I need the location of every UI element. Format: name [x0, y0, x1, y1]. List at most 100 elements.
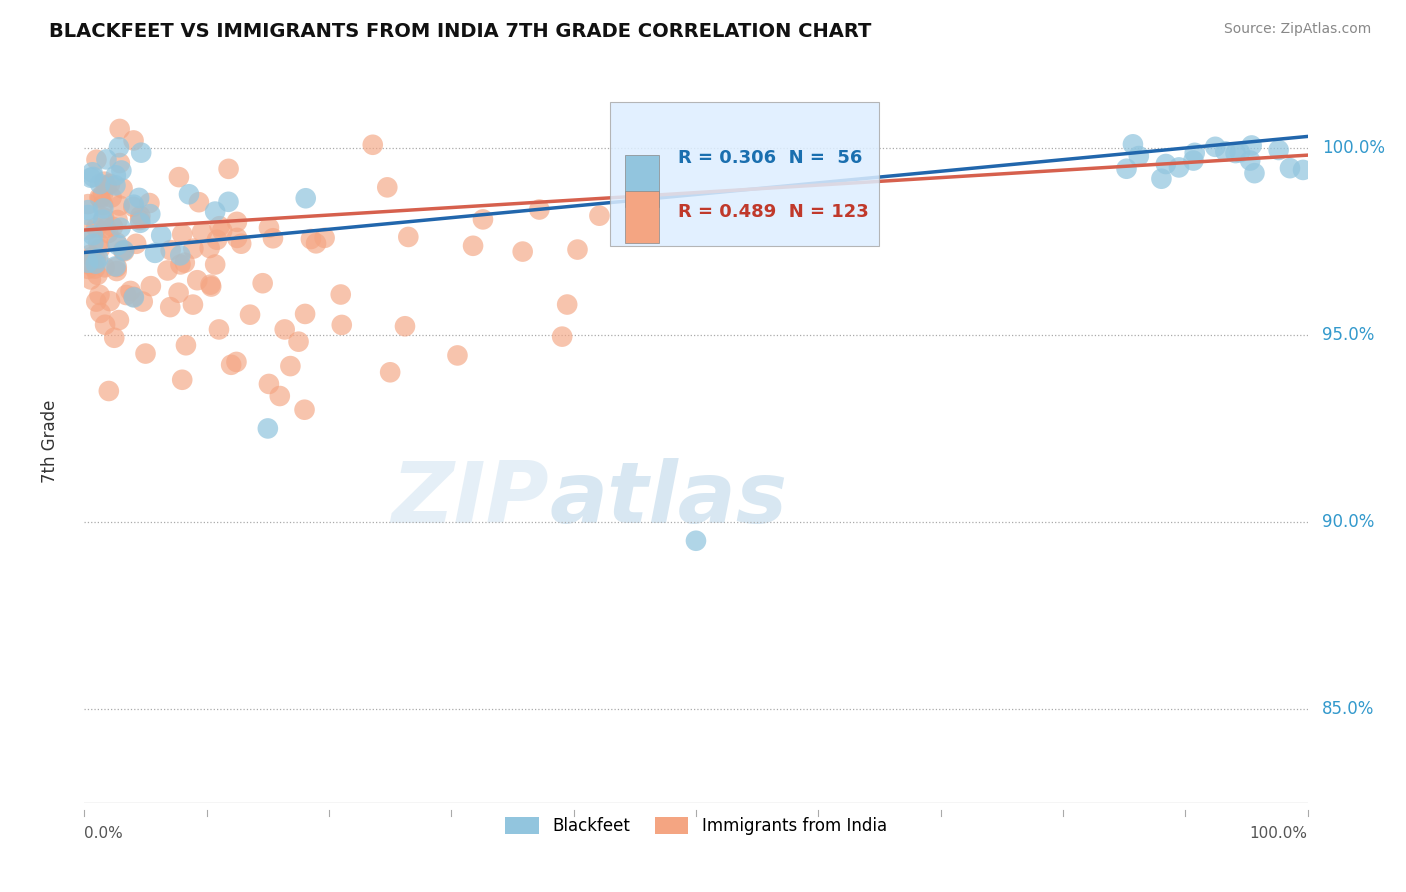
Point	[1278, 161, 1301, 176]
Point	[93, 260, 115, 275]
Bar	[626, 191, 659, 243]
Point	[461, 239, 484, 253]
Point	[103, 331, 125, 345]
Point	[108, 313, 131, 327]
Point	[112, 244, 135, 259]
Point	[361, 137, 384, 152]
Point	[89, 306, 111, 320]
Point	[91, 202, 114, 216]
Point	[555, 297, 578, 311]
Point	[82, 169, 104, 184]
Point	[107, 213, 129, 227]
Point	[98, 177, 121, 191]
Point	[94, 221, 117, 235]
Point	[94, 318, 117, 332]
Point	[257, 421, 280, 435]
Point	[115, 288, 138, 302]
Point	[204, 204, 226, 219]
Point	[257, 376, 280, 391]
Point	[107, 238, 129, 252]
Point	[122, 200, 145, 214]
Point	[97, 384, 120, 398]
Point	[77, 257, 100, 271]
Point	[97, 226, 120, 240]
Point	[79, 248, 101, 262]
Point	[96, 178, 118, 193]
Point	[84, 294, 107, 309]
Point	[96, 153, 118, 167]
Point	[89, 287, 111, 301]
Bar	[626, 154, 659, 207]
Point	[91, 198, 114, 212]
Point	[105, 235, 128, 250]
Point	[512, 244, 534, 259]
Point	[77, 256, 100, 270]
Point	[294, 307, 316, 321]
Point	[1292, 162, 1315, 177]
Point	[108, 198, 131, 212]
Text: 95.0%: 95.0%	[1322, 326, 1375, 343]
Point	[1154, 157, 1177, 171]
Point	[1182, 153, 1205, 168]
Point	[80, 250, 103, 264]
Point	[375, 180, 398, 194]
Point	[225, 215, 247, 229]
Point	[86, 268, 108, 282]
Text: BLACKFEET VS IMMIGRANTS FROM INDIA 7TH GRADE CORRELATION CHART: BLACKFEET VS IMMIGRANTS FROM INDIA 7TH G…	[49, 22, 872, 41]
Point	[82, 165, 104, 179]
Point	[205, 233, 228, 247]
Point	[208, 322, 231, 336]
Point	[200, 279, 222, 293]
Point	[84, 220, 107, 235]
Point	[380, 365, 402, 379]
Point	[77, 208, 100, 222]
Text: R = 0.489  N = 123: R = 0.489 N = 123	[678, 203, 869, 221]
Point	[89, 191, 111, 205]
Point	[685, 533, 707, 548]
Point	[191, 225, 214, 239]
Bar	[610, 102, 880, 246]
Point	[129, 216, 152, 230]
Point	[89, 192, 111, 206]
Point	[100, 190, 122, 204]
Point	[1204, 140, 1226, 154]
Point	[129, 145, 152, 160]
Point	[1225, 146, 1247, 161]
Point	[177, 187, 200, 202]
Point	[143, 245, 166, 260]
Point	[280, 359, 302, 373]
Point	[110, 163, 132, 178]
Point	[139, 279, 162, 293]
Text: atlas: atlas	[550, 458, 787, 541]
Point	[187, 195, 209, 210]
Point	[314, 231, 336, 245]
Point	[172, 227, 194, 242]
Point	[294, 402, 316, 417]
Point	[269, 389, 291, 403]
Point	[135, 346, 157, 360]
Point	[112, 244, 135, 258]
Point	[219, 358, 242, 372]
Point	[122, 290, 145, 304]
Text: 0.0%: 0.0%	[84, 826, 124, 841]
Point	[208, 219, 231, 234]
Point	[150, 228, 173, 243]
Point	[225, 355, 247, 369]
Point	[396, 230, 419, 244]
Point	[125, 236, 148, 251]
Point	[77, 261, 100, 276]
Point	[567, 243, 589, 257]
Point	[1267, 143, 1289, 157]
Point	[329, 287, 352, 301]
Point	[84, 261, 107, 276]
Point	[1115, 161, 1137, 176]
Point	[588, 209, 610, 223]
Point	[108, 122, 131, 136]
Point	[108, 156, 131, 170]
Point	[87, 252, 110, 266]
Point	[98, 294, 121, 309]
Point	[299, 232, 322, 246]
Text: R = 0.306  N =  56: R = 0.306 N = 56	[678, 149, 862, 167]
Point	[1168, 161, 1191, 175]
Point	[394, 319, 416, 334]
